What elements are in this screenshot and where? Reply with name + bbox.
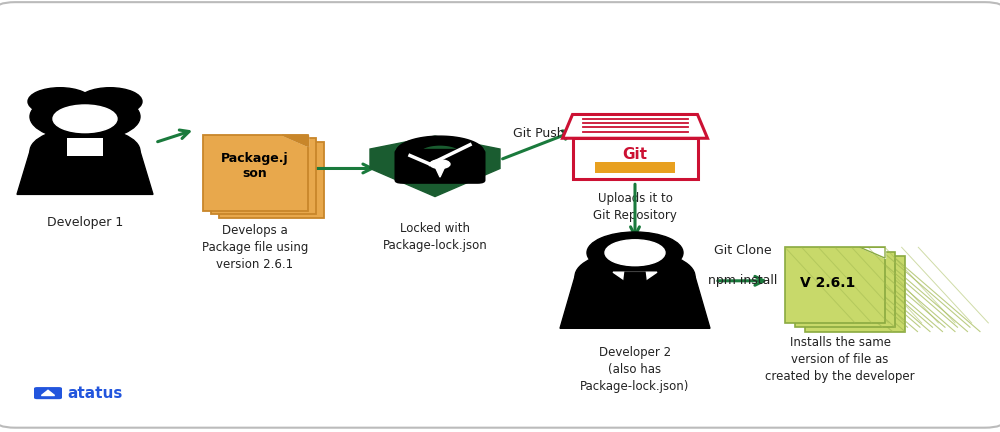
Polygon shape	[622, 272, 648, 305]
Circle shape	[605, 240, 665, 266]
Text: atatus: atatus	[67, 386, 122, 400]
Text: Uploads it to
Git Repository: Uploads it to Git Repository	[593, 192, 677, 222]
Polygon shape	[860, 247, 885, 258]
FancyBboxPatch shape	[394, 149, 486, 184]
Polygon shape	[283, 135, 308, 146]
Polygon shape	[613, 272, 657, 287]
FancyBboxPatch shape	[595, 162, 675, 173]
Polygon shape	[434, 164, 446, 177]
Circle shape	[78, 88, 142, 115]
Polygon shape	[370, 136, 500, 197]
Circle shape	[28, 88, 92, 115]
Polygon shape	[283, 135, 308, 146]
Text: Git: Git	[622, 147, 648, 162]
Text: Locked with
Package-lock.json: Locked with Package-lock.json	[383, 222, 487, 252]
FancyBboxPatch shape	[795, 251, 895, 327]
Text: V 2.6.1: V 2.6.1	[800, 276, 855, 290]
Text: Package.j
son: Package.j son	[221, 152, 289, 180]
FancyBboxPatch shape	[572, 138, 698, 179]
Text: Installs the same
version of file as
created by the developer: Installs the same version of file as cre…	[765, 336, 915, 383]
Text: Developer 2
(also has
Package-lock.json): Developer 2 (also has Package-lock.json)	[580, 346, 690, 393]
Text: npm install: npm install	[708, 274, 777, 287]
Circle shape	[30, 93, 140, 140]
FancyBboxPatch shape	[202, 135, 308, 211]
Polygon shape	[41, 390, 55, 396]
FancyBboxPatch shape	[34, 387, 62, 399]
FancyBboxPatch shape	[211, 139, 316, 214]
FancyBboxPatch shape	[67, 138, 103, 156]
Polygon shape	[396, 136, 484, 152]
Text: Git Clone: Git Clone	[714, 244, 771, 257]
Polygon shape	[17, 151, 153, 194]
Polygon shape	[560, 276, 710, 328]
FancyBboxPatch shape	[785, 247, 885, 323]
Circle shape	[575, 251, 695, 302]
Text: Git Push: Git Push	[513, 127, 565, 140]
Text: Developer 1: Developer 1	[47, 216, 123, 229]
Circle shape	[53, 105, 117, 133]
Circle shape	[430, 160, 450, 168]
FancyBboxPatch shape	[805, 256, 905, 332]
Circle shape	[30, 127, 140, 175]
Text: Develops a
Package file using
version 2.6.1: Develops a Package file using version 2.…	[202, 224, 308, 270]
Circle shape	[587, 232, 683, 273]
FancyBboxPatch shape	[219, 142, 324, 218]
Polygon shape	[562, 114, 708, 138]
